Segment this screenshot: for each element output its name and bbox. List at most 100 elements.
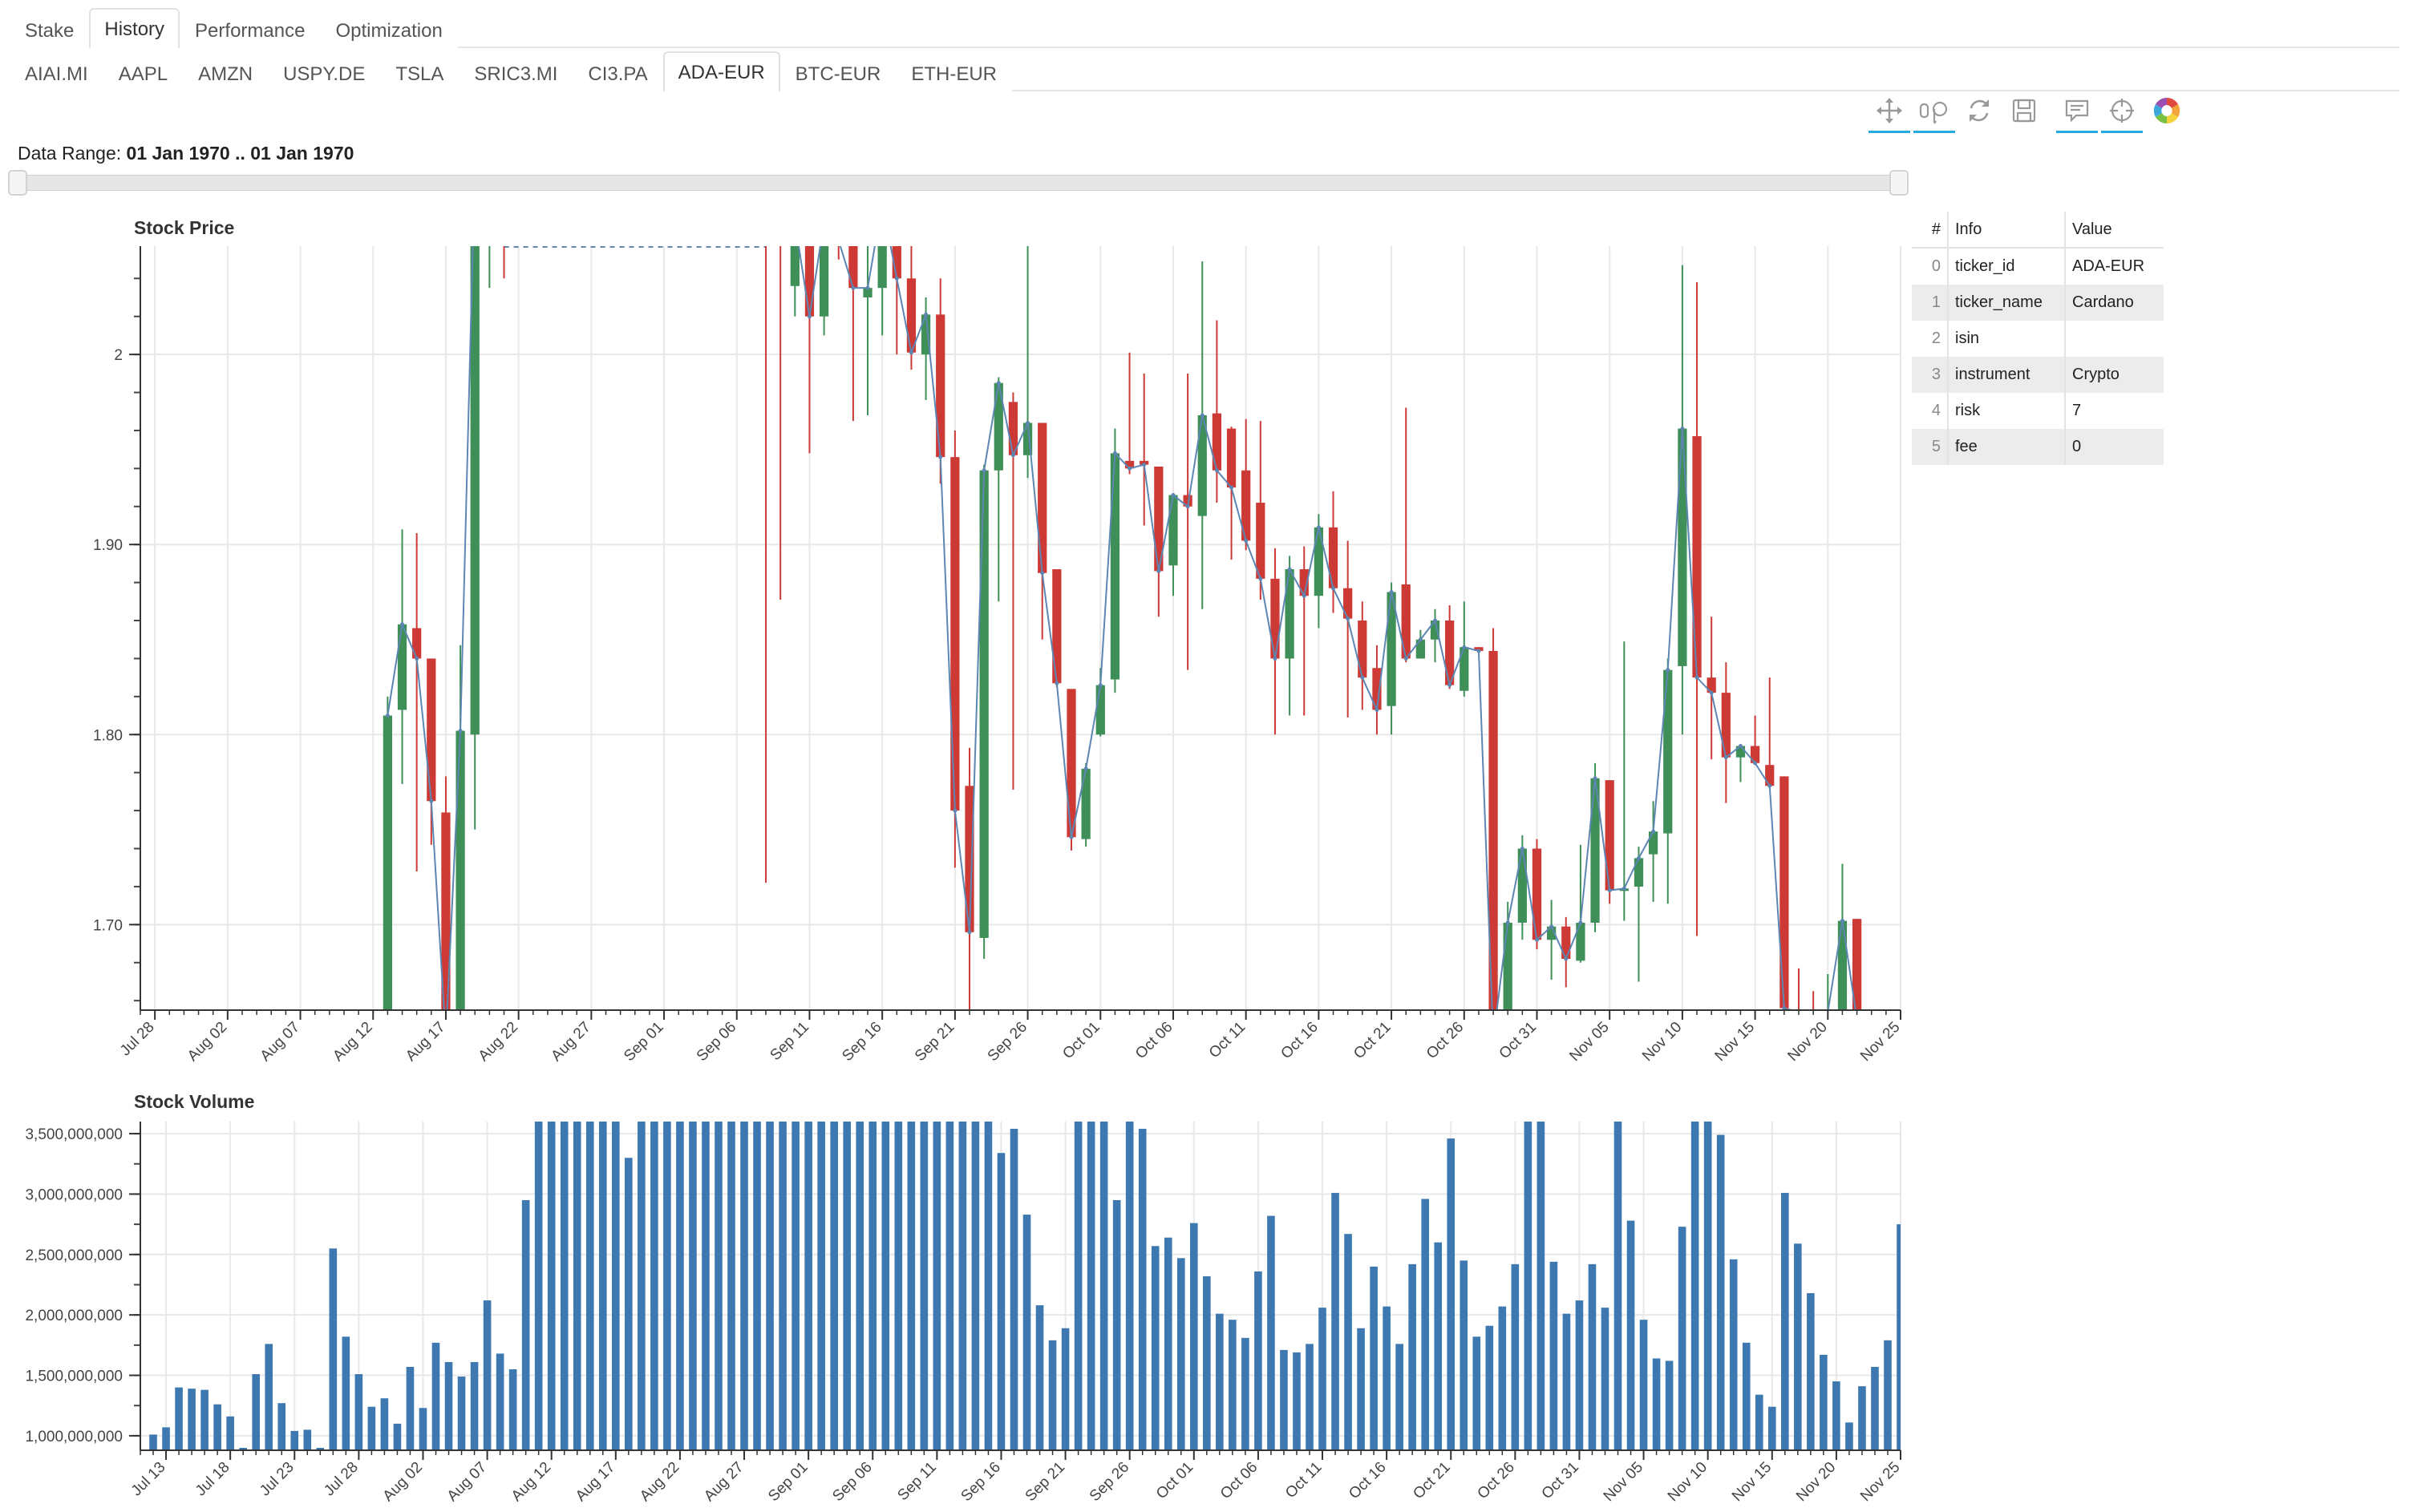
candle-body[interactable] — [1750, 746, 1760, 763]
tab-history[interactable]: History — [89, 8, 180, 48]
volume-bar[interactable] — [1562, 1313, 1571, 1450]
volume-bar[interactable] — [1742, 1342, 1751, 1450]
ticker-tab-tsla[interactable]: TSLA — [380, 55, 460, 91]
volume-bar[interactable] — [1099, 1122, 1108, 1450]
reset-tool-button[interactable] — [1958, 95, 2000, 133]
volume-bar[interactable] — [1832, 1381, 1840, 1450]
candle-body[interactable] — [1212, 413, 1222, 471]
info-row-value[interactable]: ADA-EUR — [2072, 257, 2145, 275]
info-row-key[interactable]: isin — [1948, 321, 2066, 357]
volume-bar[interactable] — [1176, 1258, 1185, 1450]
candle-body[interactable] — [1445, 621, 1455, 685]
ticker-tab-aapl[interactable]: AAPL — [103, 55, 184, 91]
candle-body[interactable] — [1488, 650, 1498, 1039]
candle-body[interactable] — [1401, 584, 1411, 659]
candle-body[interactable] — [1197, 414, 1207, 516]
volume-bar[interactable] — [1344, 1234, 1352, 1450]
volume-bar[interactable] — [508, 1369, 517, 1450]
volume-bar[interactable] — [1048, 1340, 1057, 1450]
volume-bar[interactable] — [573, 1122, 581, 1450]
candle-body[interactable] — [1561, 926, 1571, 959]
candle-body[interactable] — [848, 241, 858, 289]
volume-bar[interactable] — [1780, 1192, 1789, 1450]
volume-bar[interactable] — [1087, 1122, 1095, 1450]
volume-bar[interactable] — [1703, 1122, 1712, 1450]
candle-body[interactable] — [1648, 831, 1658, 855]
candle-body[interactable] — [1270, 578, 1280, 659]
candle-body[interactable] — [441, 812, 451, 1038]
candle-body[interactable] — [1765, 765, 1775, 786]
volume-bar[interactable] — [1511, 1263, 1520, 1450]
volume-bar[interactable] — [1267, 1215, 1275, 1450]
volume-bar[interactable] — [1254, 1271, 1262, 1450]
volume-bar[interactable] — [1871, 1366, 1879, 1450]
volume-bar[interactable] — [830, 1122, 838, 1450]
candle-body[interactable] — [863, 288, 873, 298]
volume-bar[interactable] — [1074, 1122, 1083, 1450]
candle-body[interactable] — [1241, 470, 1251, 541]
volume-bar[interactable] — [971, 1122, 980, 1450]
info-row-value[interactable] — [2065, 321, 2164, 357]
info-row-index[interactable]: 2 — [1912, 321, 1949, 357]
volume-bar[interactable] — [1293, 1352, 1301, 1450]
volume-bar[interactable] — [1767, 1406, 1776, 1450]
volume-bar[interactable] — [393, 1423, 402, 1450]
volume-bar[interactable] — [1010, 1129, 1018, 1450]
candle-body[interactable] — [1314, 527, 1324, 596]
volume-bar[interactable] — [1331, 1192, 1339, 1450]
info-row-index[interactable]: 4 — [1912, 393, 1949, 429]
volume-bar[interactable] — [1716, 1134, 1725, 1450]
volume-bar[interactable] — [997, 1153, 1006, 1450]
ticker-tab-ada-eur[interactable]: ADA-EUR — [662, 51, 780, 91]
volume-bar[interactable] — [1549, 1261, 1558, 1450]
volume-bar[interactable] — [1112, 1199, 1121, 1450]
candle-body[interactable] — [1387, 592, 1396, 706]
candle-body[interactable] — [1038, 422, 1047, 573]
candle-body[interactable] — [834, 221, 843, 241]
volume-bar[interactable] — [753, 1122, 761, 1450]
info-row-value[interactable]: 0 — [2065, 429, 2164, 465]
info-row-key[interactable]: fee — [1948, 429, 2066, 465]
candle-body[interactable] — [892, 212, 901, 279]
candle-body[interactable] — [1735, 746, 1746, 758]
volume-bar[interactable] — [1665, 1360, 1674, 1450]
volume-bar[interactable] — [1884, 1340, 1892, 1450]
volume-bar[interactable] — [1601, 1308, 1609, 1450]
info-header-info[interactable]: Info — [1948, 212, 2066, 249]
ticker-tab-uspy-de[interactable]: USPY.DE — [268, 55, 381, 91]
info-row-index[interactable]: 1 — [1912, 285, 1949, 321]
candle-body[interactable] — [1721, 693, 1731, 758]
pan-tool-button[interactable] — [1868, 95, 1910, 133]
volume-bar[interactable] — [792, 1122, 800, 1450]
candle-body[interactable] — [412, 628, 422, 659]
candle-body[interactable] — [1837, 920, 1848, 1017]
info-row-index[interactable]: 0 — [1912, 248, 1949, 285]
candle-body[interactable] — [1503, 922, 1512, 1016]
volume-bar[interactable] — [1652, 1358, 1661, 1450]
volume-bar[interactable] — [175, 1387, 183, 1450]
info-header-index[interactable]: # — [1912, 212, 1949, 249]
volume-bar[interactable] — [1472, 1336, 1481, 1450]
candle-body[interactable] — [1095, 685, 1105, 735]
volume-bar[interactable] — [547, 1122, 556, 1450]
volume-bar[interactable] — [239, 1447, 247, 1450]
volume-bar[interactable] — [702, 1122, 710, 1450]
volume-bar[interactable] — [329, 1248, 338, 1450]
ticker-tab-aiai-mi[interactable]: AIAI.MI — [10, 55, 103, 91]
volume-bar[interactable] — [933, 1122, 941, 1450]
candle-body[interactable] — [1415, 639, 1425, 659]
candle-body[interactable] — [804, 210, 815, 317]
volume-bar[interactable] — [1318, 1308, 1326, 1450]
volume-bar[interactable] — [303, 1429, 312, 1450]
candle-body[interactable] — [1663, 669, 1673, 834]
volume-bar[interactable] — [958, 1122, 967, 1450]
volume-bar[interactable] — [894, 1122, 903, 1450]
volume-bar[interactable] — [1241, 1337, 1249, 1450]
crosshair-tool-button[interactable] — [2101, 95, 2143, 133]
candle-body[interactable] — [1299, 569, 1309, 596]
volume-bar[interactable] — [1485, 1325, 1494, 1450]
volume-bar[interactable] — [483, 1300, 492, 1450]
tab-optimization[interactable]: Optimization — [320, 11, 458, 48]
volume-bar[interactable] — [277, 1403, 286, 1450]
volume-bar[interactable] — [380, 1398, 389, 1450]
